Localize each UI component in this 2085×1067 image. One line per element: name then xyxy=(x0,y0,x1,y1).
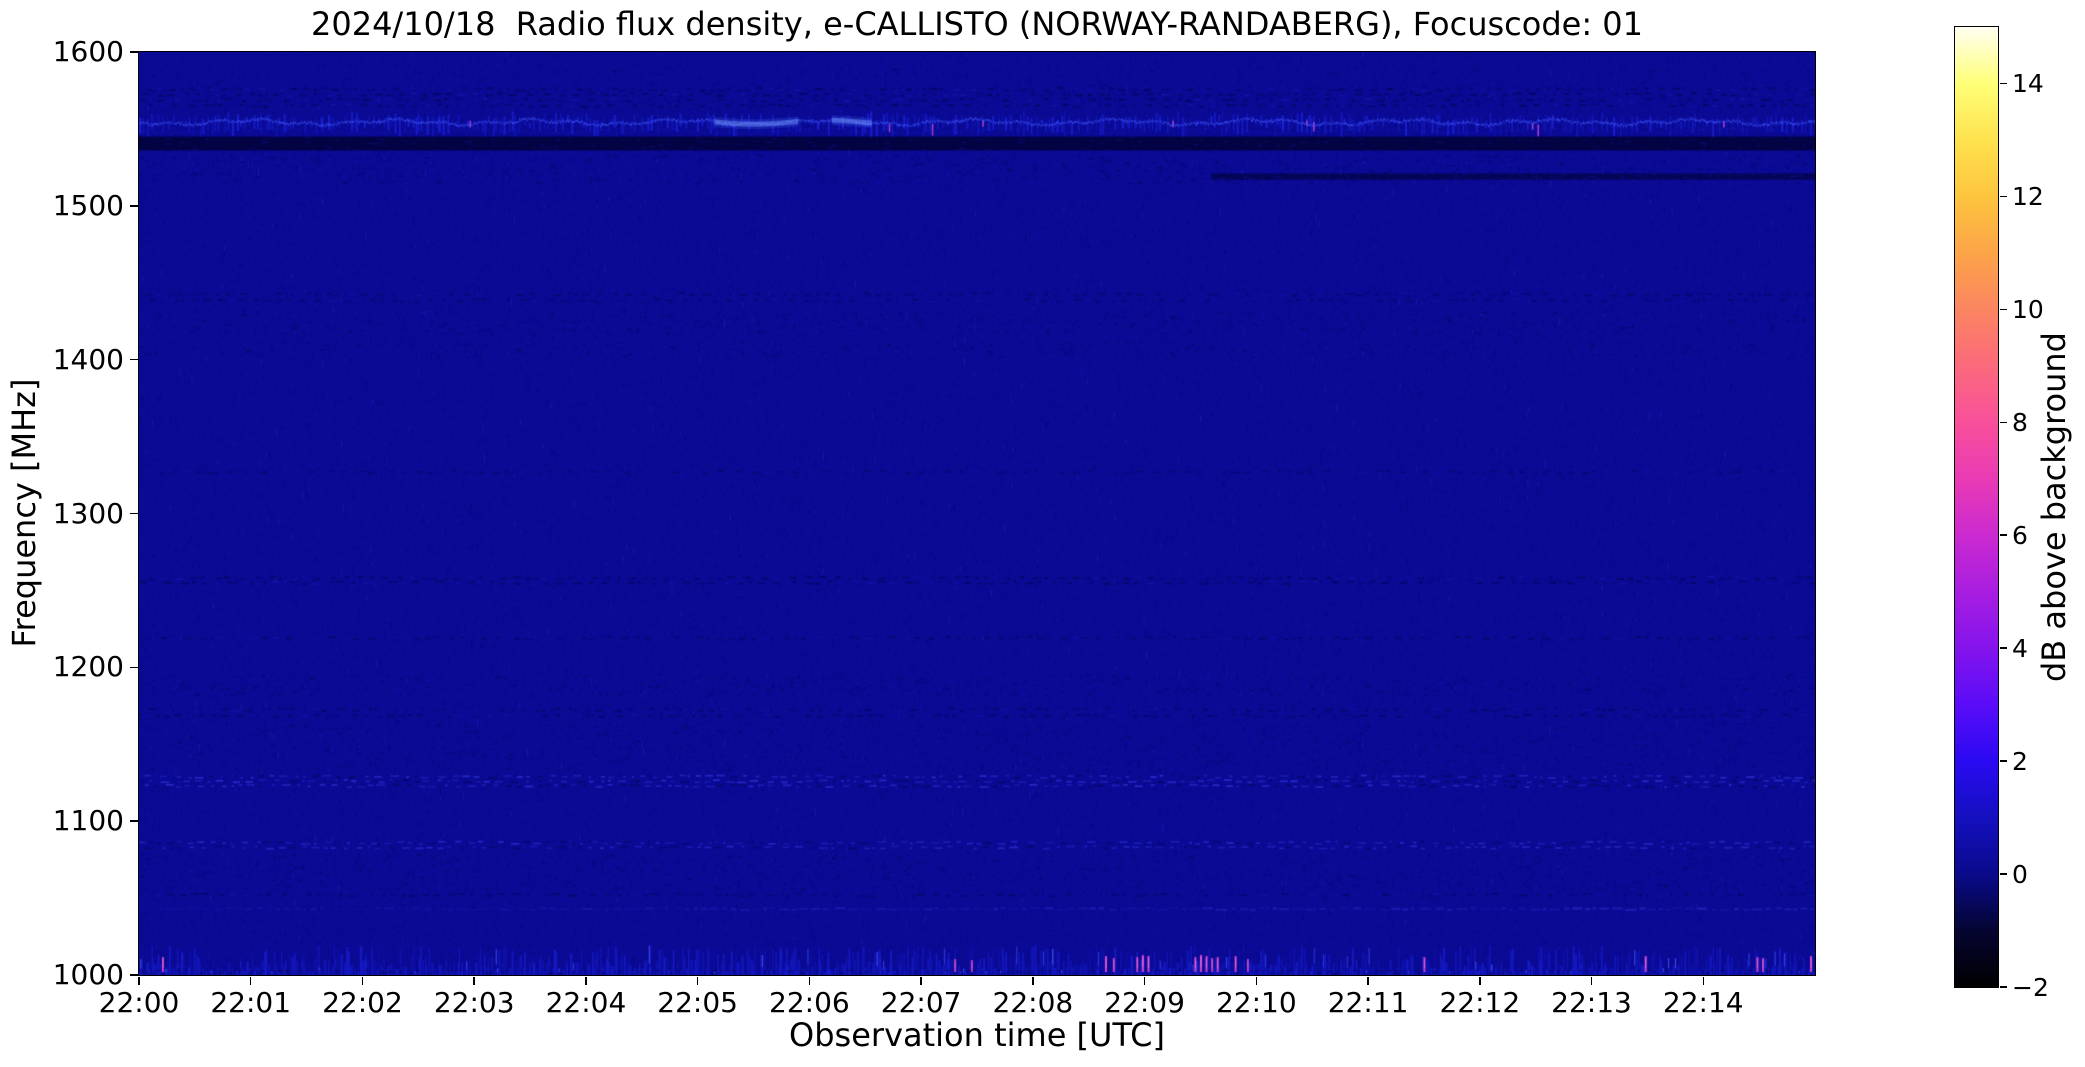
y-tick-mark xyxy=(129,974,138,976)
x-tick-mark xyxy=(249,976,252,985)
y-tick-label: 1600 xyxy=(52,35,124,68)
x-tick-mark xyxy=(473,976,475,985)
x-tick-label: 22:09 xyxy=(1104,986,1185,1019)
x-tick-mark xyxy=(361,976,364,985)
y-tick-label: 1300 xyxy=(52,496,124,530)
x-tick-label: 22:08 xyxy=(992,986,1074,1019)
colorbar-tick-mark xyxy=(1999,421,2007,424)
x-tick-label: 22:04 xyxy=(545,986,627,1019)
x-tick-mark xyxy=(1367,976,1369,985)
x-tick-mark xyxy=(1479,976,1481,985)
x-tick-label: 22:14 xyxy=(1662,986,1744,1019)
spectrogram-canvas xyxy=(138,51,1815,975)
x-tick-mark xyxy=(1702,976,1705,985)
spectrogram-plot-area xyxy=(137,50,1816,976)
x-tick-label: 22:13 xyxy=(1551,986,1632,1019)
x-tick-mark xyxy=(585,976,587,985)
x-tick-mark xyxy=(1143,976,1146,985)
colorbar-tick-label: 8 xyxy=(2012,408,2028,438)
y-tick-mark xyxy=(129,512,138,515)
x-tick-label: 22:10 xyxy=(1215,986,1297,1019)
y-tick-label: 1200 xyxy=(52,650,124,684)
colorbar-tick-label: 2 xyxy=(2012,747,2028,777)
colorbar-tick-mark xyxy=(1999,760,2007,762)
x-tick-mark xyxy=(696,976,699,985)
colorbar-tick-mark xyxy=(1999,195,2007,198)
colorbar xyxy=(1953,25,1999,988)
colorbar-tick-mark xyxy=(1999,647,2007,649)
x-tick-label: 22:12 xyxy=(1439,986,1521,1019)
x-tick-label: 22:05 xyxy=(657,986,738,1019)
colorbar-tick-label: −2 xyxy=(2012,973,2049,1002)
colorbar-tick-label: 12 xyxy=(2012,182,2044,212)
y-tick-mark xyxy=(129,666,138,669)
x-tick-mark xyxy=(808,976,811,985)
x-tick-label: 22:01 xyxy=(210,986,292,1019)
y-tick-label: 1000 xyxy=(52,958,124,991)
colorbar-tick-mark xyxy=(1999,873,2007,875)
x-tick-mark xyxy=(1590,976,1593,985)
chart-title: 2024/10/18 Radio flux density, e-CALLIST… xyxy=(310,5,1643,43)
x-tick-label: 22:00 xyxy=(98,986,180,1019)
x-tick-mark xyxy=(1032,976,1034,985)
colorbar-label: dB above background xyxy=(2035,332,2073,682)
y-tick-mark xyxy=(129,820,138,822)
x-tick-label: 22:02 xyxy=(322,986,403,1019)
colorbar-tick-label: 4 xyxy=(2012,634,2028,664)
y-tick-label: 1400 xyxy=(52,342,124,376)
y-tick-mark xyxy=(129,51,138,53)
x-tick-mark xyxy=(138,976,140,985)
y-tick-label: 1500 xyxy=(52,188,124,222)
colorbar-tick-mark xyxy=(1999,308,2007,311)
colorbar-tick-label: 0 xyxy=(2012,860,2028,890)
colorbar-tick-label: 6 xyxy=(2012,521,2028,551)
y-tick-mark xyxy=(129,205,138,207)
x-tick-mark xyxy=(920,976,922,985)
x-tick-label: 22:11 xyxy=(1327,986,1409,1019)
x-tick-label: 22:06 xyxy=(769,986,850,1019)
colorbar-tick-label: 10 xyxy=(2012,295,2044,325)
x-tick-label: 22:07 xyxy=(880,986,962,1019)
x-tick-mark xyxy=(1255,976,1258,985)
x-tick-label: 22:03 xyxy=(433,986,515,1019)
x-axis-label: Observation time [UTC] xyxy=(789,1016,1165,1054)
colorbar-tick-mark xyxy=(1999,534,2007,536)
colorbar-tick-label: 14 xyxy=(2012,69,2044,99)
y-tick-label: 1100 xyxy=(52,804,124,838)
colorbar-tick-mark xyxy=(1999,986,2007,988)
y-tick-mark xyxy=(129,358,138,361)
colorbar-tick-mark xyxy=(1999,82,2007,85)
